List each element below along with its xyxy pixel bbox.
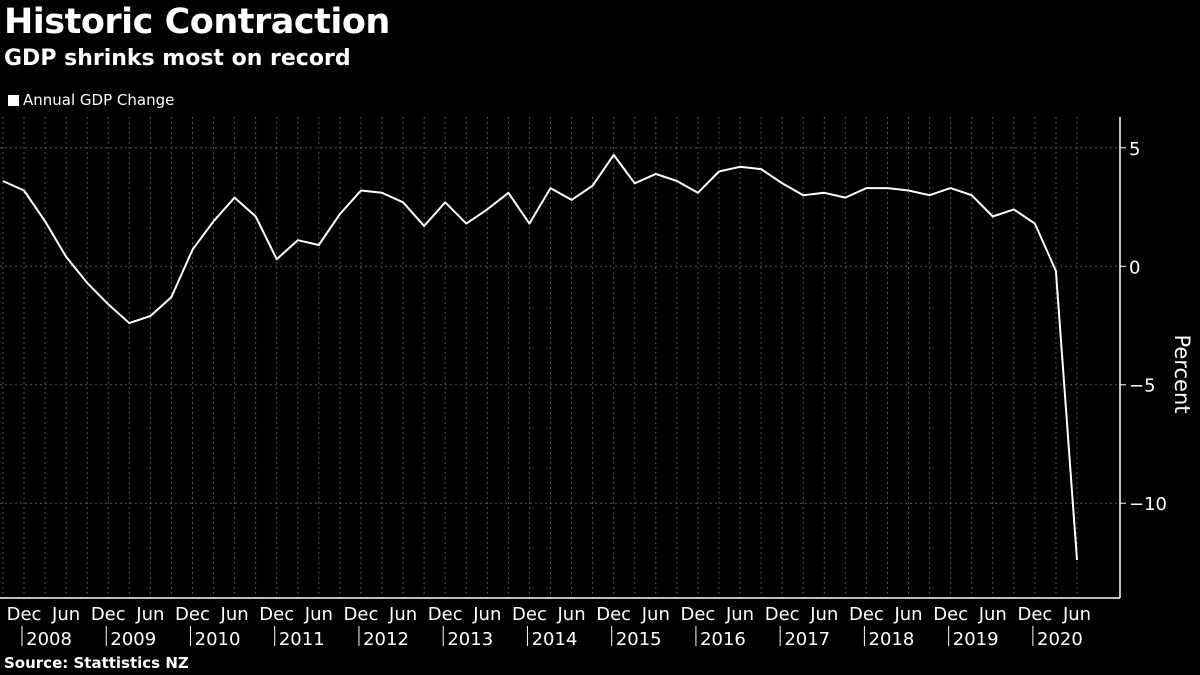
x-year-label: 2013 xyxy=(447,629,493,650)
x-year-label: 2020 xyxy=(1037,629,1083,650)
y-tick-label: 0 xyxy=(1129,257,1140,278)
x-year-label: 2015 xyxy=(616,629,662,650)
x-period-label: Jun xyxy=(1062,604,1091,625)
x-period-label: Jun xyxy=(51,604,80,625)
x-period-label: Jun xyxy=(809,604,838,625)
x-year-label: 2010 xyxy=(195,629,241,650)
x-period-label: Dec xyxy=(512,604,547,625)
x-period-label: Dec xyxy=(344,604,379,625)
series-line xyxy=(2,153,1078,561)
x-period-label: Dec xyxy=(849,604,884,625)
x-period-label: Jun xyxy=(893,604,922,625)
y-axis-labels: 5 0 −5 −10 xyxy=(1129,139,1167,515)
legend: Annual GDP Change xyxy=(8,91,174,109)
x-period-label: Jun xyxy=(725,604,754,625)
x-year-label: 2012 xyxy=(363,629,409,650)
x-year-label: 2019 xyxy=(953,629,999,650)
chart-subtitle: GDP shrinks most on record xyxy=(4,46,351,71)
source-note: Source: Stattistics NZ xyxy=(4,654,189,672)
legend-swatch xyxy=(8,94,19,106)
x-year-label: 2014 xyxy=(532,629,578,650)
x-period-label: Dec xyxy=(1017,604,1052,625)
x-period-label: Dec xyxy=(7,604,42,625)
x-period-label: Dec xyxy=(765,604,800,625)
x-period-label: Jun xyxy=(304,604,333,625)
x-period-label: Jun xyxy=(641,604,670,625)
x-year-label: 2016 xyxy=(700,629,746,650)
x-period-label: Jun xyxy=(472,604,501,625)
x-year-label: 2011 xyxy=(279,629,325,650)
x-period-label: Dec xyxy=(175,604,210,625)
x-period-label: Jun xyxy=(220,604,249,625)
x-period-label: Jun xyxy=(388,604,417,625)
series-lines xyxy=(2,153,1078,561)
x-period-label: Jun xyxy=(978,604,1007,625)
grid-lines xyxy=(0,117,1120,598)
x-period-label: Dec xyxy=(259,604,294,625)
x-year-label: 2009 xyxy=(110,629,156,650)
y-axis-title: Percent xyxy=(1170,334,1194,413)
y-tick-label: −5 xyxy=(1129,376,1156,397)
x-period-label: Jun xyxy=(135,604,164,625)
x-period-label: Dec xyxy=(428,604,463,625)
x-period-label: Dec xyxy=(596,604,631,625)
x-axis-labels: Dec Jun Dec Jun Dec Jun Dec Jun Dec Jun Dec Jun Dec J… xyxy=(7,604,1091,650)
chart-title: Historic Contraction xyxy=(4,2,390,42)
legend-label: Annual GDP Change xyxy=(23,91,175,109)
y-tick-label: −10 xyxy=(1129,494,1167,515)
axes xyxy=(0,117,1126,646)
x-year-label: 2008 xyxy=(26,629,72,650)
x-period-label: Jun xyxy=(556,604,585,625)
x-period-label: Dec xyxy=(680,604,715,625)
x-period-label: Dec xyxy=(91,604,126,625)
x-year-label: 2018 xyxy=(869,629,915,650)
y-tick-label: 5 xyxy=(1129,139,1140,160)
x-year-label: 2017 xyxy=(784,629,830,650)
x-period-label: Dec xyxy=(933,604,968,625)
